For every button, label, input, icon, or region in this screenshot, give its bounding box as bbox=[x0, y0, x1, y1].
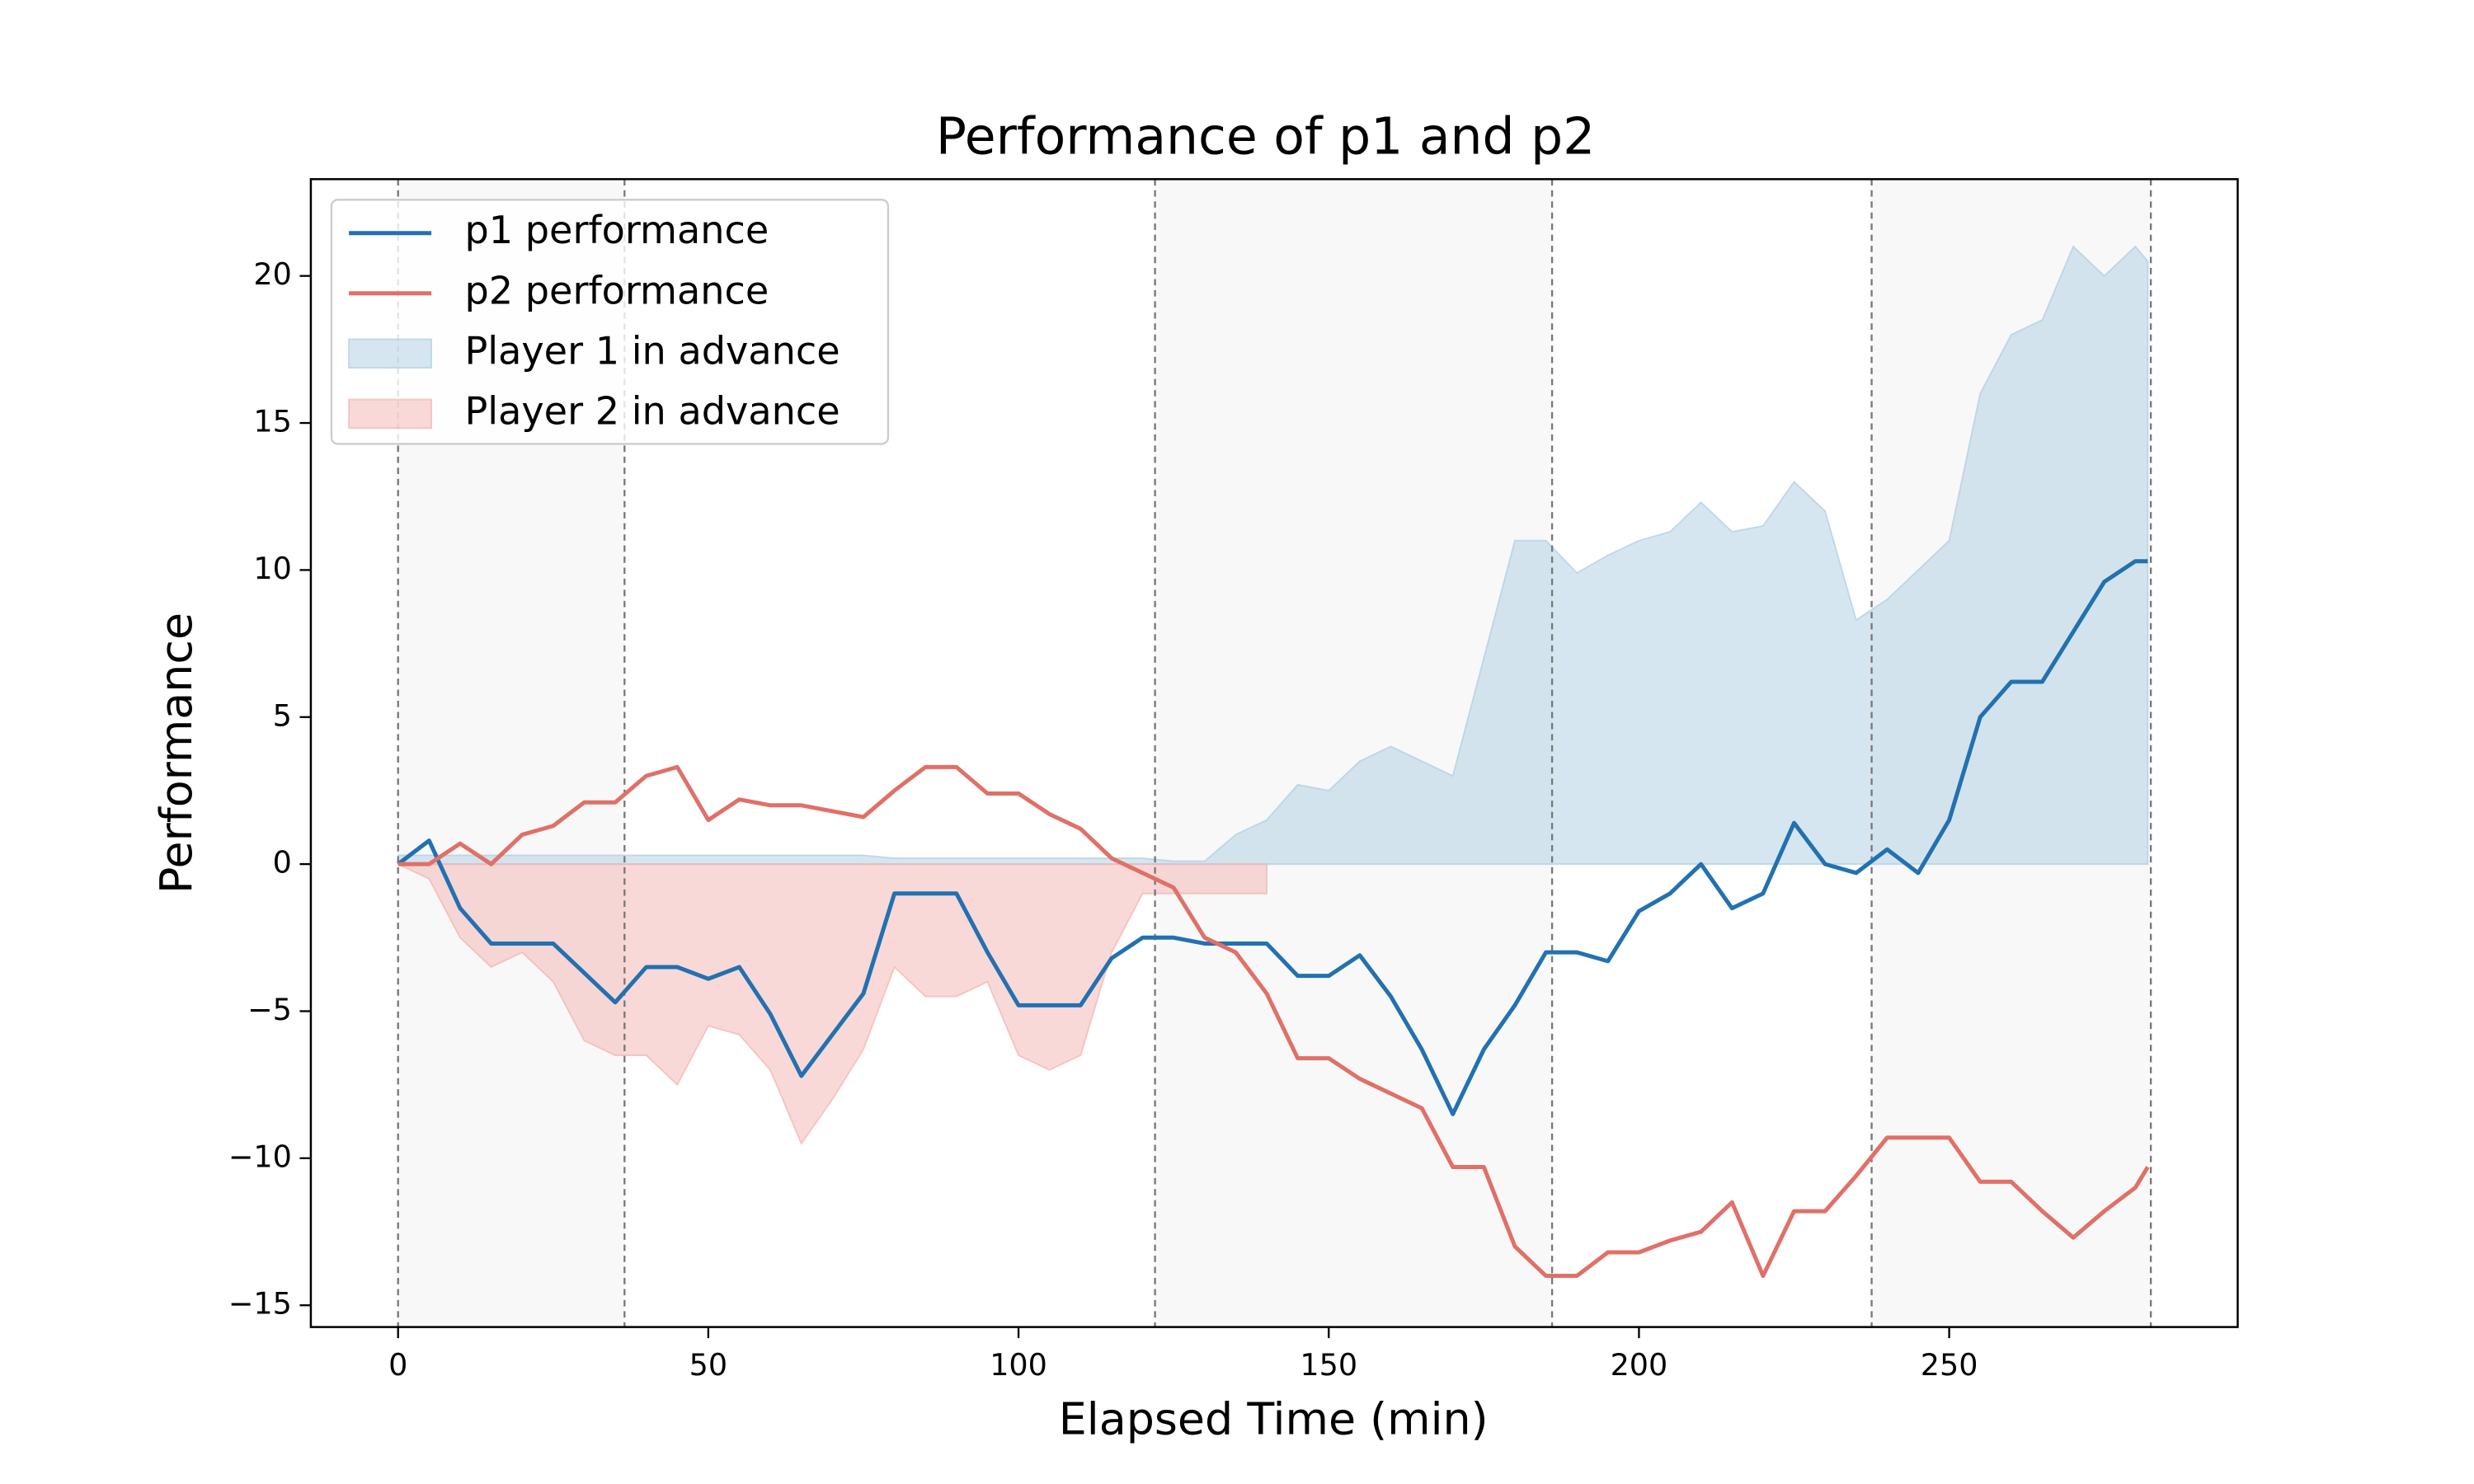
x-tick-label: 50 bbox=[689, 1347, 727, 1383]
chart-title: Performance of p1 and p2 bbox=[936, 106, 1595, 166]
legend-swatch bbox=[348, 398, 433, 430]
y-tick-label: 20 bbox=[253, 256, 291, 292]
y-tick-label: −5 bbox=[247, 992, 292, 1027]
legend-label: p1 performance bbox=[464, 208, 769, 252]
y-tick-label: −15 bbox=[228, 1286, 292, 1322]
x-tick-label: 100 bbox=[990, 1347, 1047, 1383]
line bbox=[397, 559, 2148, 1116]
line bbox=[397, 764, 2150, 1279]
y-tick-label: −10 bbox=[228, 1139, 292, 1174]
y-tick-label: 15 bbox=[253, 404, 291, 439]
area bbox=[397, 245, 2149, 866]
y-tick-label: 10 bbox=[253, 551, 291, 586]
x-tick-label: 200 bbox=[1611, 1347, 1668, 1383]
x-tick-label: 250 bbox=[1921, 1347, 1978, 1383]
y-tick-label: 5 bbox=[273, 697, 292, 733]
legend-box bbox=[330, 199, 890, 445]
x-tick-label: 150 bbox=[1300, 1347, 1357, 1383]
x-axis-label: Elapsed Time (min) bbox=[1059, 1393, 1489, 1445]
area bbox=[397, 863, 1268, 1145]
y-axis-label: Performance bbox=[150, 613, 202, 894]
legend-swatch bbox=[348, 338, 433, 369]
x-tick-label: 0 bbox=[388, 1347, 407, 1383]
y-tick-label: 0 bbox=[273, 845, 292, 881]
axes-frame bbox=[309, 178, 2239, 1328]
legend-label: Player 1 in advance bbox=[464, 328, 840, 373]
legend-label: p2 performance bbox=[464, 268, 769, 312]
legend-label: Player 2 in advance bbox=[464, 388, 840, 433]
